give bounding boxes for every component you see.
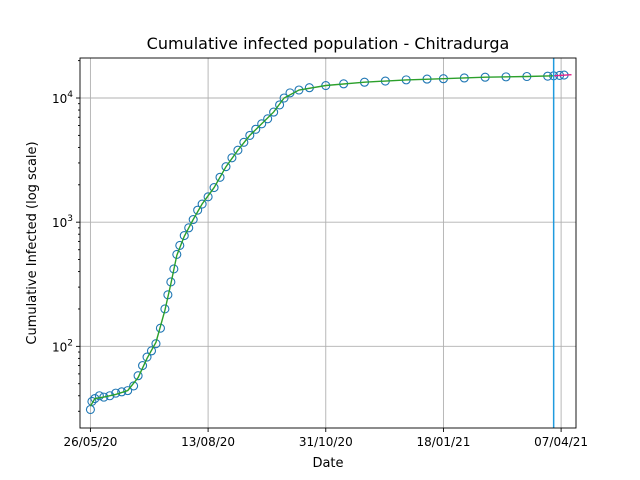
x-tick-label: 13/08/20 [181,435,235,449]
observed-point [279,93,289,103]
y-tick-base: 10 [52,340,67,354]
observed-point [233,145,243,155]
observed-point [193,205,203,215]
plot-frame [79,57,577,429]
observed-point [184,223,194,233]
observed-point [123,386,133,396]
y-tick-label: 103 [52,214,73,230]
observed-point [239,137,249,147]
observed-point [160,304,170,314]
y-tick-base: 10 [52,216,67,230]
observed-point [94,391,104,401]
y-tick-label: 104 [52,90,73,106]
observed-point [215,172,225,182]
x-axis-label: Date [312,456,343,471]
series-layer [85,58,572,428]
observed-point [245,130,255,140]
observed-point [179,231,189,241]
observed-point [146,346,157,356]
observed-point [263,114,273,124]
fit-line [89,75,554,407]
y-tick-exponent: 2 [67,338,73,348]
tick-layer: 26/05/20 13/08/20 31/10/20 18/01/21 07/04/21… [52,60,588,449]
x-tick-label: 07/04/21 [534,435,588,449]
y-tick-exponent: 3 [67,214,73,224]
x-tick-label: 26/05/20 [63,435,117,449]
y-tick-label: 102 [52,338,73,354]
observed-point [275,100,285,110]
observed-point [142,352,152,362]
x-tick-label: 18/01/21 [416,435,470,449]
observed-point [269,107,279,117]
observed-point [87,396,97,406]
observed-point [133,371,143,381]
observed-point [105,391,115,401]
y-tick-base: 10 [52,92,67,106]
x-tick-label: 31/10/20 [299,435,353,449]
observed-point [188,214,198,225]
observed-point [227,153,237,163]
observed-point [197,199,207,209]
observed-point [151,339,161,349]
observed-point [129,381,139,391]
y-tick-exponent: 4 [67,90,73,100]
chart-title: Cumulative infected population - Chitrad… [147,34,510,53]
observed-point [221,162,231,172]
observed-point [203,192,213,202]
y-axis-label: Cumulative Infected (log scale) [25,141,40,344]
observed-point [257,119,267,129]
observed-point [209,183,219,193]
observed-point [251,124,261,134]
grid-layer [80,58,576,428]
forecast-line [553,74,572,77]
